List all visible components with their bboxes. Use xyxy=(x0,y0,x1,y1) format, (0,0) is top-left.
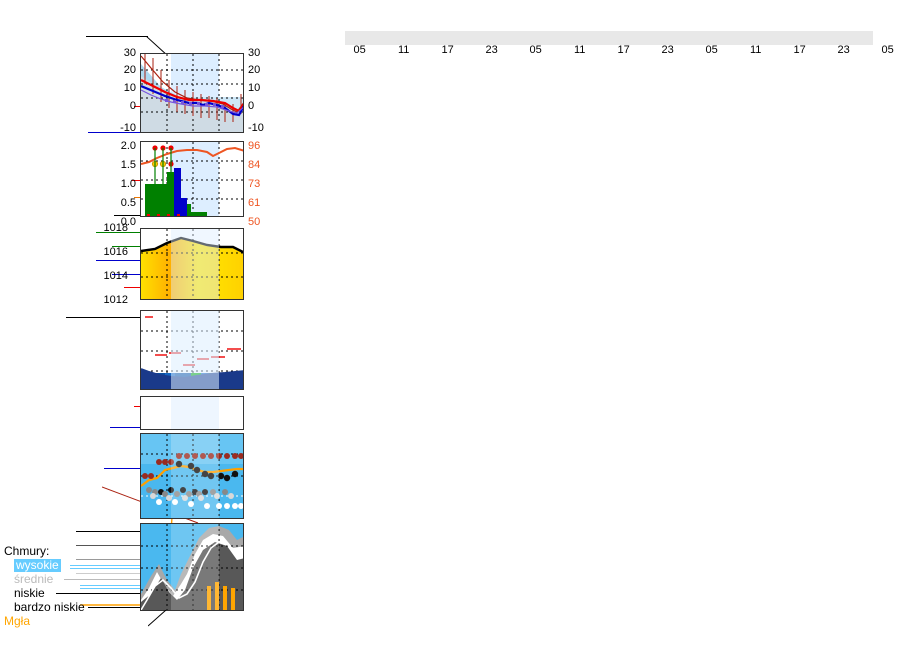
miniTempAxisR-0: 30 xyxy=(248,47,261,59)
legend-clouds: Chmury: xyxy=(4,544,50,558)
miniTempAxisL-2: 10 xyxy=(123,82,136,94)
miniTempAxisR-1: 20 xyxy=(248,64,261,76)
leader-okt25 xyxy=(76,573,172,574)
cest-tick-9: 11 xyxy=(749,44,762,56)
cest-tick-6: 17 xyxy=(617,44,630,56)
miniPrecipAxisR-0: 96 xyxy=(248,140,261,152)
mini-temperature-panel[interactable] xyxy=(140,53,244,133)
mini-pressure-plot xyxy=(141,229,243,299)
mini-precip-panel[interactable] xyxy=(140,141,244,217)
night-band xyxy=(171,434,219,518)
miniPrecipAxisL-0: 2.0 xyxy=(120,140,136,152)
leader-pressure xyxy=(66,317,172,318)
leader-okt79 xyxy=(76,531,172,532)
miniTempAxisL-0: 30 xyxy=(123,47,136,59)
leader-okt01b xyxy=(80,588,172,589)
leader-cloud-4 xyxy=(88,607,172,608)
miniPrecipAxisL-1: 1.5 xyxy=(120,159,136,171)
leader-local-time xyxy=(86,36,148,37)
leader-cloud-2 xyxy=(64,579,172,580)
cest-tick-8: 05 xyxy=(705,44,718,56)
miniPressAxisL-2: 1014 xyxy=(103,270,128,282)
mini-cloud-plot xyxy=(141,434,243,518)
miniTempAxisL-1: 20 xyxy=(123,64,136,76)
leader-okt01 xyxy=(80,585,172,586)
leader-rain-max xyxy=(96,232,172,233)
legend-cloud-verylow: bardzo niskie xyxy=(14,600,85,614)
legend-cloud-high: wysokie xyxy=(14,558,61,572)
mini-wind-panel[interactable] xyxy=(140,310,244,390)
leader-okt65 xyxy=(76,545,172,546)
miniPrecipAxisR-4: 50 xyxy=(248,216,261,228)
miniPrecipAxisR-3: 61 xyxy=(248,197,261,209)
leader-cloud-3 xyxy=(56,593,172,594)
mini-cover-panel[interactable] xyxy=(140,523,244,611)
miniTempAxisL-4: -10 xyxy=(120,122,136,134)
miniPressAxisL-0: 1018 xyxy=(103,222,128,234)
night-band xyxy=(171,524,219,610)
miniPrecipAxisL-3: 0.5 xyxy=(120,197,136,209)
miniPressAxisL-1: 1016 xyxy=(103,246,128,258)
miniTempAxisR-4: -10 xyxy=(248,122,264,134)
mini-precip-plot xyxy=(141,142,243,216)
leader-okt45 xyxy=(76,559,172,560)
miniTempAxisR-2: 10 xyxy=(248,82,261,94)
mini-pressure-panel[interactable] xyxy=(140,228,244,300)
legend-fog-label: Mgła xyxy=(4,614,31,628)
cest-tick-10: 17 xyxy=(793,44,806,56)
mini-winddir-plot xyxy=(141,397,244,430)
miniTempAxisL-3: 0 xyxy=(129,100,136,112)
leader-local-time-diag xyxy=(146,36,169,57)
legend-cloud-low: niskie xyxy=(14,586,45,600)
day-band-3 xyxy=(697,31,873,45)
cest-tick-1: 11 xyxy=(397,44,410,56)
miniPressAxisL-3: 1012 xyxy=(103,294,128,306)
miniTempAxisR-3: 0 xyxy=(248,100,255,112)
miniPrecipAxisR-2: 73 xyxy=(248,178,261,190)
leader-wind-dir xyxy=(104,468,172,469)
mini-winddir-panel[interactable] xyxy=(140,396,244,430)
leader-cloud-1 xyxy=(70,568,172,569)
cest-tick-2: 17 xyxy=(441,44,454,56)
night-band xyxy=(171,397,219,429)
cest-tick-3: 23 xyxy=(485,44,498,56)
miniPrecipAxisL-4: 0.0 xyxy=(120,216,136,228)
cest-tick-0: 05 xyxy=(353,44,366,56)
night-band xyxy=(171,311,219,389)
cest-tick-12: 05 xyxy=(881,44,894,56)
day-band-1 xyxy=(345,31,521,45)
leader-storm xyxy=(114,215,146,216)
mini-cover-plot xyxy=(141,524,243,610)
leader-cloud-0 xyxy=(70,565,172,566)
night-band xyxy=(171,229,219,299)
day-band-2 xyxy=(521,31,697,45)
miniPrecipAxisR-1: 84 xyxy=(248,159,261,171)
leader-temp-felt xyxy=(88,132,172,133)
leader-snow-max xyxy=(96,260,146,261)
mini-temperature-plot xyxy=(141,54,243,132)
cest-tick-5: 11 xyxy=(573,44,586,56)
cest-tick-7: 23 xyxy=(661,44,674,56)
mini-cloud-panel[interactable] xyxy=(140,433,244,519)
miniPrecipAxisL-2: 1.0 xyxy=(120,178,136,190)
cest-tick-11: 23 xyxy=(837,44,850,56)
legend-cloud-mid: średnie xyxy=(14,572,54,586)
cest-tick-4: 05 xyxy=(529,44,542,56)
leader-utc-time xyxy=(148,610,167,627)
